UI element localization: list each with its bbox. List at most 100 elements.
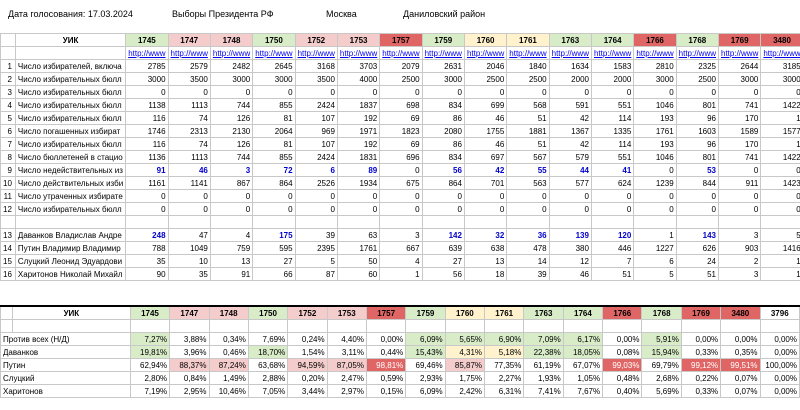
value-cell[interactable]: 3000 (760, 72, 800, 86)
percent-cell[interactable]: 0,59% (365, 371, 407, 385)
percent-row-label[interactable]: Харитонов (0, 384, 131, 398)
value-cell[interactable]: 27 (252, 254, 296, 268)
uik-number[interactable]: 1750 (252, 33, 296, 47)
value-cell[interactable]: 1837 (336, 98, 381, 112)
value-cell[interactable]: 624 (590, 176, 635, 190)
value-cell[interactable]: 4000 (336, 72, 381, 86)
value-cell[interactable]: 4 (379, 254, 423, 268)
percent-cell[interactable]: 69,79% (641, 358, 682, 372)
row-label[interactable]: Путин Владимир Владимир (14, 241, 127, 255)
value-cell[interactable]: 0 (167, 85, 211, 99)
value-cell[interactable]: 81 (252, 137, 296, 151)
percent-cell[interactable]: 63,68% (247, 358, 289, 372)
uik-link[interactable]: http://www (463, 46, 508, 60)
uik-link[interactable]: http://www (294, 46, 338, 60)
value-cell[interactable]: 1227 (633, 241, 677, 255)
blank-cell[interactable] (287, 319, 328, 333)
value-cell[interactable]: 56 (421, 163, 465, 177)
value-cell[interactable]: 0 (717, 163, 762, 177)
uik-number[interactable]: 1748 (209, 33, 254, 47)
value-cell[interactable]: 1416 (760, 241, 800, 255)
value-cell[interactable]: 1589 (717, 124, 762, 138)
value-cell[interactable]: 46 (463, 111, 508, 125)
uik-number[interactable]: 1759 (405, 305, 446, 320)
row-label[interactable]: Слуцкий Леонид Эдуардови (14, 254, 127, 268)
value-cell[interactable]: 42 (548, 137, 592, 151)
value-cell[interactable]: 577 (548, 176, 592, 190)
blank-cell[interactable] (365, 319, 407, 333)
value-cell[interactable]: 74 (167, 137, 211, 151)
value-cell[interactable]: 114 (590, 137, 635, 151)
value-cell[interactable]: 0 (252, 85, 296, 99)
value-cell[interactable]: 0 (379, 202, 423, 216)
uik-number[interactable]: 1747 (167, 33, 211, 47)
percent-cell[interactable]: 94,59% (287, 358, 328, 372)
value-cell[interactable]: 0 (463, 189, 508, 203)
uik-link[interactable]: http://www (760, 46, 800, 60)
value-cell[interactable]: 1 (760, 267, 800, 281)
percent-cell[interactable]: 0,00% (759, 332, 800, 346)
value-cell[interactable]: 10 (167, 254, 211, 268)
value-cell[interactable]: 0 (463, 85, 508, 99)
percent-cell[interactable]: 0,34% (208, 332, 249, 346)
percent-row-label[interactable]: Слуцкий (0, 371, 131, 385)
blank-cell[interactable] (294, 215, 338, 229)
percent-cell[interactable]: 0,35% (720, 345, 761, 359)
value-cell[interactable]: 969 (294, 124, 338, 138)
value-cell[interactable]: 44 (548, 163, 592, 177)
percent-cell[interactable]: 2,42% (444, 384, 486, 398)
blank-cell[interactable] (169, 319, 210, 333)
value-cell[interactable]: 7 (590, 254, 635, 268)
value-cell[interactable]: 1583 (590, 59, 635, 73)
value-cell[interactable]: 0 (633, 163, 677, 177)
value-cell[interactable]: 51 (675, 267, 720, 281)
value-cell[interactable]: 1840 (506, 59, 550, 73)
uik-number[interactable]: 1766 (602, 305, 643, 320)
value-cell[interactable]: 51 (506, 111, 550, 125)
value-cell[interactable]: 595 (252, 241, 296, 255)
value-cell[interactable]: 0 (125, 189, 169, 203)
percent-cell[interactable]: 1,49% (208, 371, 249, 385)
value-cell[interactable]: 6 (633, 254, 677, 268)
value-cell[interactable]: 1603 (675, 124, 720, 138)
value-cell[interactable]: 855 (252, 98, 296, 112)
uik-number[interactable]: 1745 (125, 33, 169, 47)
uik-number[interactable]: 1753 (326, 305, 367, 320)
value-cell[interactable]: 0 (675, 202, 720, 216)
value-cell[interactable]: 1046 (633, 98, 677, 112)
blank-cell[interactable] (484, 319, 525, 333)
blank-cell[interactable] (129, 319, 171, 333)
uik-number[interactable]: 1753 (336, 33, 381, 47)
value-cell[interactable]: 87 (294, 267, 338, 281)
value-cell[interactable]: 380 (548, 241, 592, 255)
blank-cell[interactable] (760, 215, 800, 229)
percent-cell[interactable]: 0,48% (602, 371, 643, 385)
percent-cell[interactable]: 5,18% (484, 345, 525, 359)
percent-row-label[interactable]: Даванков (0, 345, 131, 359)
value-cell[interactable]: 3 (717, 228, 762, 242)
value-cell[interactable]: 864 (421, 176, 465, 190)
percent-cell[interactable]: 1,54% (287, 345, 328, 359)
value-cell[interactable]: 1049 (167, 241, 211, 255)
value-cell[interactable]: 12 (548, 254, 592, 268)
percent-cell[interactable]: 2,97% (326, 384, 367, 398)
blank-cell[interactable] (717, 215, 762, 229)
blank-cell[interactable] (675, 215, 720, 229)
value-cell[interactable]: 0 (633, 85, 677, 99)
value-cell[interactable]: 0 (675, 85, 720, 99)
value-cell[interactable]: 72 (252, 163, 296, 177)
percent-cell[interactable]: 2,93% (405, 371, 446, 385)
value-cell[interactable]: 51 (590, 267, 635, 281)
row-label[interactable]: Число избирателей, включа (14, 59, 127, 73)
percent-cell[interactable]: 7,69% (247, 332, 289, 346)
value-cell[interactable]: 638 (463, 241, 508, 255)
value-cell[interactable]: 639 (421, 241, 465, 255)
value-cell[interactable]: 0 (294, 189, 338, 203)
value-cell[interactable]: 0 (717, 189, 762, 203)
percent-cell[interactable]: 7,67% (562, 384, 604, 398)
blank-cell[interactable] (336, 215, 381, 229)
value-cell[interactable]: 47 (167, 228, 211, 242)
percent-cell[interactable]: 15,94% (641, 345, 682, 359)
uik-number[interactable]: 1745 (129, 305, 171, 320)
percent-cell[interactable]: 0,44% (365, 345, 407, 359)
